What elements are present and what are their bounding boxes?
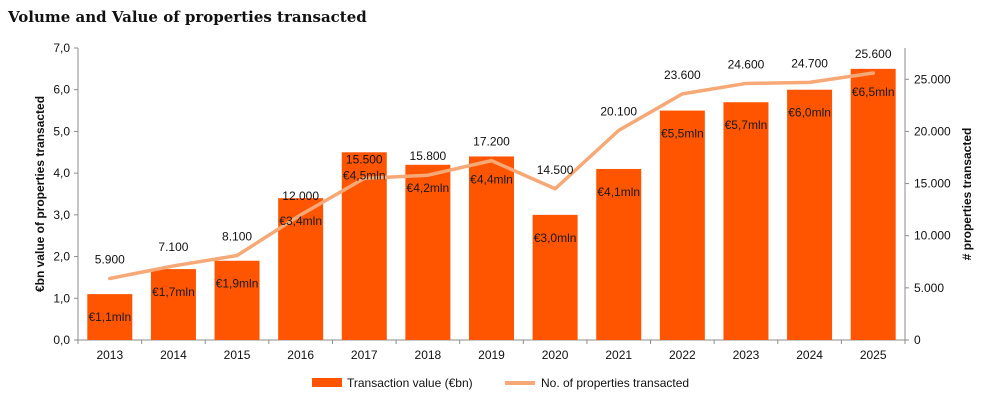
- axes: 0,0 1,0 2,0 3,0 4,0 5,0 6,0 7,0 0 5.000 10.000 15.0…: [33, 41, 974, 362]
- legend-label-line: No. of properties transacted: [541, 376, 689, 390]
- right-tick-label: 10.000: [914, 229, 951, 243]
- x-tick-label: 2020: [542, 348, 569, 362]
- line-value-label: 14.500: [537, 163, 574, 177]
- x-tick-label: 2024: [796, 348, 823, 362]
- left-tick-label: 2,0: [53, 250, 70, 264]
- left-tick-label: 0,0: [53, 333, 70, 347]
- bar-2016: [278, 198, 324, 340]
- line-value-label: 20.100: [600, 104, 637, 118]
- line-value-label: 7.100: [158, 240, 188, 254]
- right-tick-label: 15.000: [914, 177, 951, 191]
- right-axis-title: # properties transacted: [960, 128, 974, 261]
- chart-title: Volume and Value of properties transacte…: [8, 8, 367, 26]
- x-tick-label: 2013: [96, 348, 123, 362]
- line-value-label: 17.200: [473, 135, 510, 149]
- line-value-label: 24.700: [791, 56, 828, 70]
- right-tick-label: 25.000: [914, 72, 951, 86]
- legend: Transaction value (€bn) No. of properties…: [312, 376, 689, 390]
- x-tick-label: 2019: [478, 348, 505, 362]
- x-tick-label: 2015: [224, 348, 251, 362]
- properties-line: [108, 71, 875, 281]
- legend-swatch-bars: [312, 378, 342, 387]
- bar-2022: [659, 110, 705, 340]
- bar-2017: [341, 152, 387, 340]
- left-tick-label: 4,0: [53, 166, 70, 180]
- x-tick-label: 2014: [160, 348, 187, 362]
- bars: [87, 68, 896, 340]
- bar-2025: [850, 68, 896, 340]
- bar-value-label: €4,2mln: [407, 181, 450, 195]
- bar-value-label: €1,9mln: [216, 277, 259, 291]
- bar-value-label: €4,1mln: [597, 185, 640, 199]
- bar-value-label: €3,0mln: [534, 231, 577, 245]
- legend-label-bars: Transaction value (€bn): [347, 376, 473, 390]
- line-value-label: 12.000: [282, 189, 319, 203]
- bar-2023: [723, 102, 769, 340]
- left-axis-title: €bn value of properties transacted: [33, 96, 47, 292]
- bar-value-label: €6,0mln: [788, 106, 831, 120]
- x-tick-label: 2018: [415, 348, 442, 362]
- bar-value-label: €4,4mln: [470, 172, 513, 186]
- line-value-label: 23.600: [664, 68, 701, 82]
- line-value-label: 5.900: [95, 252, 125, 266]
- bar-value-label: €6,5mln: [852, 85, 895, 99]
- left-tick-label: 5,0: [53, 124, 70, 138]
- bar-value-label: €1,7mln: [152, 285, 195, 299]
- x-tick-label: 2022: [669, 348, 696, 362]
- x-tick-label: 2023: [733, 348, 760, 362]
- bar-2019: [469, 156, 514, 340]
- x-tick-label: 2016: [287, 348, 314, 362]
- left-tick-label: 1,0: [53, 291, 70, 305]
- x-tick-label: 2025: [860, 348, 887, 362]
- bar-value-label: €5,5mln: [661, 127, 704, 141]
- bar-2014: [150, 269, 196, 340]
- x-tick-label: 2017: [351, 348, 378, 362]
- bar-2020: [532, 214, 578, 340]
- bar-2015: [214, 260, 260, 340]
- line-value-label: 15.800: [410, 149, 447, 163]
- right-tick-label: 5.000: [914, 281, 944, 295]
- line-series: [108, 71, 875, 281]
- bar-value-label: €3,4mln: [279, 214, 322, 228]
- left-tick-label: 7,0: [53, 41, 70, 55]
- line-value-label: 25.600: [855, 47, 892, 61]
- right-tick-label: 20.000: [914, 124, 951, 138]
- bar-value-label: €1,1mln: [88, 310, 131, 324]
- bar-value-label: €5,7mln: [725, 118, 768, 132]
- line-value-label: 24.600: [728, 57, 765, 71]
- line-value-label: 15.500: [346, 152, 383, 166]
- right-tick-label: 0: [914, 333, 921, 347]
- left-tick-label: 6,0: [53, 83, 70, 97]
- left-tick-label: 3,0: [53, 208, 70, 222]
- bar-2013: [87, 294, 133, 340]
- bar-2024: [787, 89, 833, 340]
- x-tick-label: 2021: [605, 348, 632, 362]
- data-labels: €1,1mln €1,7mln €1,9mln €3,4mln €4,5mln €4,2m…: [88, 47, 894, 324]
- line-value-label: 8.100: [222, 230, 252, 244]
- bar-2021: [596, 168, 642, 340]
- bar-value-label: €4,5mln: [343, 168, 386, 182]
- bar-2018: [405, 164, 451, 340]
